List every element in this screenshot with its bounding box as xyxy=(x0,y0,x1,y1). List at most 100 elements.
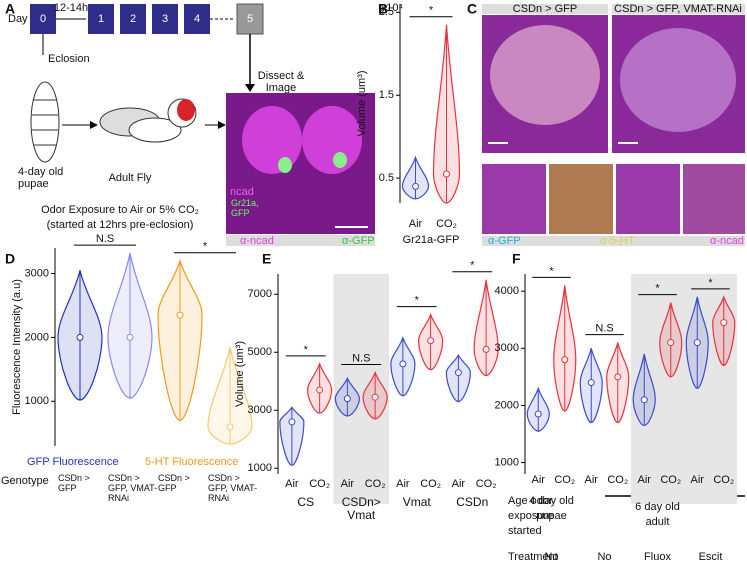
micrograph-lobe xyxy=(242,106,302,174)
median-dot xyxy=(316,386,324,394)
y-tick-label: 3000 xyxy=(495,342,519,354)
y-multiplier: x10⁴ xyxy=(381,2,404,14)
x-tick-label: CO₂ xyxy=(660,474,681,486)
x-tick-label: Air xyxy=(585,474,599,486)
row-title: Treatment xyxy=(508,551,558,563)
x-axis-label: Gr21a-GFP xyxy=(403,234,460,246)
treatment-label: No xyxy=(597,551,612,563)
y-tick-label: 1000 xyxy=(495,456,519,468)
micrograph-gfp xyxy=(278,157,292,173)
age-label: 6 day old adult xyxy=(635,501,680,528)
pupae-label: 4-day old pupae xyxy=(18,166,64,190)
y-tick-label: 2.5 xyxy=(379,6,394,18)
significance-label: * xyxy=(203,241,208,253)
y-tick-label: 1.5 xyxy=(379,89,394,101)
median-dot xyxy=(399,360,407,368)
median-dot xyxy=(176,311,184,319)
x-tick-label: Air xyxy=(691,474,705,486)
group-label: CSDn xyxy=(456,495,489,509)
arrow-head xyxy=(90,121,98,129)
micrograph xyxy=(549,164,613,234)
median-dot xyxy=(640,396,648,404)
x-tick-label: CSDn > GFP xyxy=(158,473,190,493)
y-tick-label: 1000 xyxy=(25,395,49,407)
legend-label: 5-HT Fluorescence xyxy=(145,456,238,468)
image-title: CSDn > GFP, VMAT-RNAi xyxy=(614,3,742,15)
micrograph-signal xyxy=(490,25,600,125)
day-number: 1 xyxy=(98,13,104,25)
panel-label: E xyxy=(262,251,271,267)
day-number: 5 xyxy=(247,13,253,25)
y-tick-label: 2000 xyxy=(495,399,519,411)
group-shade xyxy=(631,274,684,504)
median-dot xyxy=(587,379,595,387)
significance-label: N.S xyxy=(96,233,114,245)
significance-label: * xyxy=(470,260,475,272)
stain-label: α-GFP xyxy=(342,235,375,247)
day-label: Day xyxy=(8,13,28,25)
x-tick-label: Air xyxy=(341,478,355,490)
eclosion-label: Eclosion xyxy=(48,53,90,65)
age-label: 4 day old pupae xyxy=(529,495,574,522)
stain-label: α-ncad xyxy=(240,235,274,247)
y-axis-label: Fluorescence Intensity (a.u) xyxy=(11,279,23,415)
group-label: Vmat xyxy=(402,495,431,509)
arrow-head xyxy=(218,121,226,129)
micrograph xyxy=(482,164,546,234)
median-dot xyxy=(343,395,351,403)
row-title: Age odor exposure started xyxy=(508,495,554,537)
median-dot xyxy=(288,418,296,426)
started-label: (started at 12hrs pre-eclosion) xyxy=(47,219,194,231)
y-tick-label: 3000 xyxy=(25,267,49,279)
x-axis-label: Genotype xyxy=(1,475,49,487)
stain-strip xyxy=(482,236,745,246)
significance-label: N.S xyxy=(352,352,370,364)
x-tick-label: CSDn > GFP, VMAT-RNAi xyxy=(108,473,158,503)
day-box xyxy=(184,4,210,34)
x-tick-label: CO₂ xyxy=(309,478,330,490)
median-dot xyxy=(693,339,701,347)
micrograph-signal xyxy=(620,28,736,132)
significance-label: * xyxy=(304,344,309,356)
x-tick-label: Air xyxy=(396,478,410,490)
image-label: Gr21a, GFP xyxy=(231,198,259,218)
median-dot xyxy=(126,333,134,341)
day-box xyxy=(236,3,264,35)
significance-label: * xyxy=(708,277,713,289)
group-label: CS xyxy=(297,495,315,509)
day-box xyxy=(152,4,178,34)
exposure-label: Odor Exposure to Air or 5% CO₂ xyxy=(41,204,199,216)
y-tick-label: 5000 xyxy=(248,346,272,358)
day-number: 4 xyxy=(194,13,200,25)
adult-label: Adult Fly xyxy=(109,172,152,184)
micrograph xyxy=(683,164,745,234)
panel-label: A xyxy=(5,1,15,17)
fly-eye xyxy=(177,99,195,121)
median-dot xyxy=(443,170,450,178)
image-title: CSDn > GFP xyxy=(513,3,578,15)
y-tick-label: 1000 xyxy=(248,462,272,474)
y-tick-label: 4000 xyxy=(495,285,519,297)
median-dot xyxy=(561,356,569,364)
median-dot xyxy=(614,373,622,381)
pupa xyxy=(30,81,60,163)
median-dot xyxy=(720,319,728,327)
y-axis-label: Volume (um³) xyxy=(356,70,368,136)
panel-label: C xyxy=(467,1,477,17)
interval-label: 12-14h xyxy=(54,2,88,14)
y-tick-label: 2000 xyxy=(25,331,49,343)
significance-label: * xyxy=(549,265,554,277)
micrograph xyxy=(616,164,680,234)
dissect-label: Dissect & Image xyxy=(257,70,305,94)
y-axis-label: Volume (um³) xyxy=(234,341,246,407)
day-box xyxy=(30,4,56,34)
significance-label: * xyxy=(655,282,660,294)
micrograph-gfp xyxy=(333,152,347,168)
significance-label: * xyxy=(415,294,420,306)
x-tick-label: CO₂ xyxy=(420,478,441,490)
legend-label: GFP Fluorescence xyxy=(27,456,119,468)
panel-label: B xyxy=(378,1,388,17)
y-tick-label: 3000 xyxy=(248,404,272,416)
median-dot xyxy=(76,333,84,341)
